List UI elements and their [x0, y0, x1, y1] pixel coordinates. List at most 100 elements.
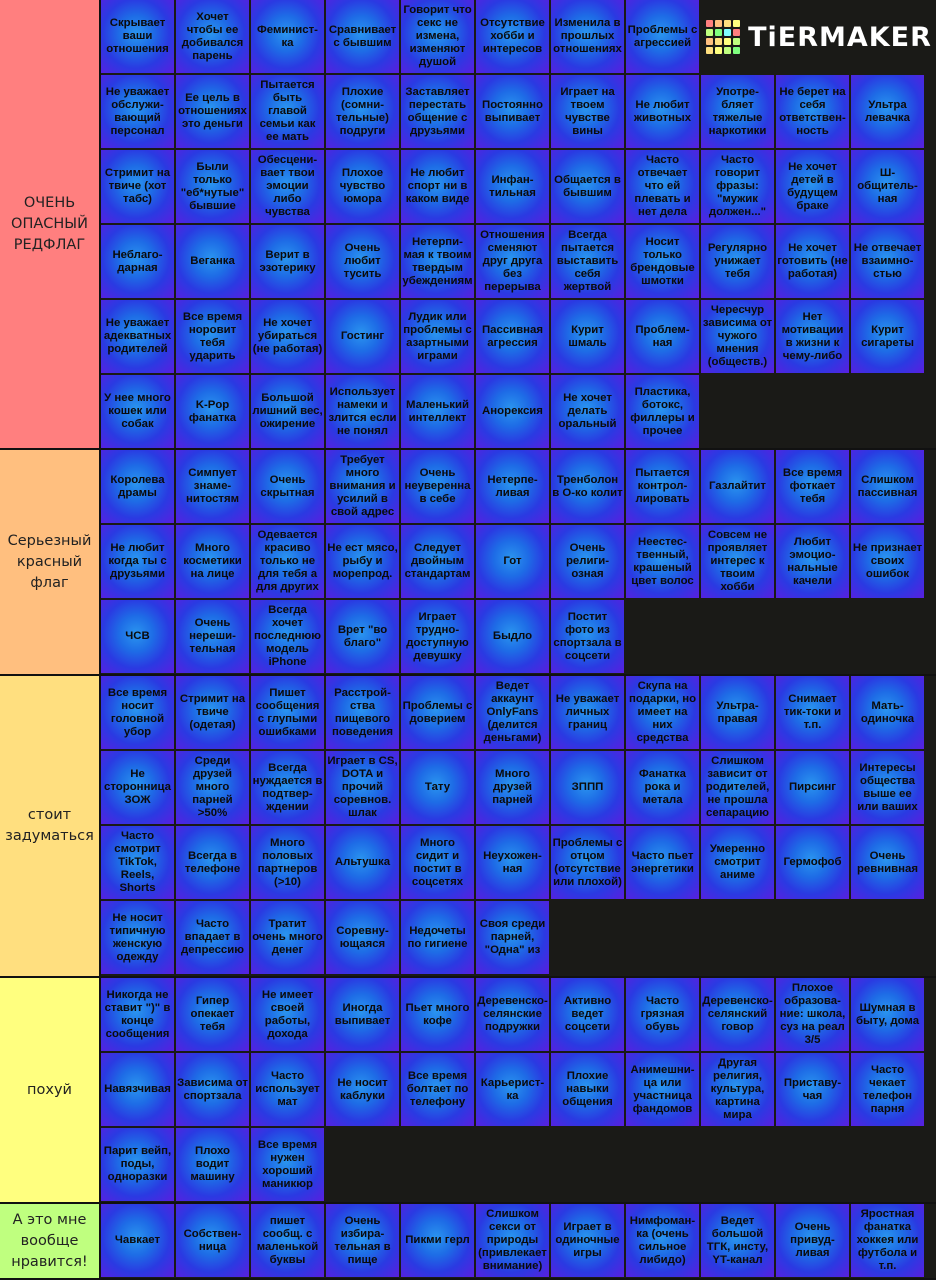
- tier-item[interactable]: Пытается контрол-лировать: [626, 450, 699, 523]
- tier-item[interactable]: Тренболон в О-ко колит: [551, 450, 624, 523]
- tier-item[interactable]: Симпует знаме-нитостям: [176, 450, 249, 523]
- tier-item[interactable]: Очень ревнивная: [851, 826, 924, 899]
- tier-item[interactable]: Хочет чтобы ее добивался парень: [176, 0, 249, 73]
- tier-item[interactable]: Неухожен-ная: [476, 826, 549, 899]
- tier-item[interactable]: Собствен-ница: [176, 1204, 249, 1277]
- tier-item[interactable]: Проблемы с агрессией: [626, 0, 699, 73]
- tier-item[interactable]: Анорексия: [476, 375, 549, 448]
- tier-item[interactable]: Гот: [476, 525, 549, 598]
- tier-item[interactable]: Говорит что секс не измена, изменяют душ…: [401, 0, 474, 73]
- tier-item[interactable]: Пирсинг: [776, 751, 849, 824]
- tier-item[interactable]: Скрывает ваши отношения: [101, 0, 174, 73]
- tier-item[interactable]: Не признает своих ошибок: [851, 525, 924, 598]
- tier-item[interactable]: Не любит животных: [626, 75, 699, 148]
- tier-item[interactable]: Гостинг: [326, 300, 399, 373]
- tier-item[interactable]: Пытается быть главой семьи как ее мать: [251, 75, 324, 148]
- tier-item[interactable]: Все время фоткает тебя: [776, 450, 849, 523]
- tier-item[interactable]: Постоянно выпивает: [476, 75, 549, 148]
- tier-item[interactable]: Стримит на твиче (хот табс): [101, 150, 174, 223]
- tier-item[interactable]: Чересчур зависима от чужого мнения (обще…: [701, 300, 774, 373]
- tier-item[interactable]: Ее цель в отношениях это деньги: [176, 75, 249, 148]
- tier-item[interactable]: Регулярно унижает тебя: [701, 225, 774, 298]
- tier-item[interactable]: Недочеты по гигиене: [401, 901, 474, 974]
- tier-item[interactable]: Требует много внимания и усилий в свой а…: [326, 450, 399, 523]
- tier-item[interactable]: Сравнивает с бывшим: [326, 0, 399, 73]
- tier-item[interactable]: Очень скрытная: [251, 450, 324, 523]
- tier-item[interactable]: Своя среди парней, "Одна" из: [476, 901, 549, 974]
- tier-item[interactable]: Играет в одиночные игры: [551, 1204, 624, 1277]
- tier-item[interactable]: Всегда нуждается в подтвер-ждении: [251, 751, 324, 824]
- tier-item[interactable]: Не хочет детей в будущем браке: [776, 150, 849, 223]
- tier-item[interactable]: Тратит очень много денег: [251, 901, 324, 974]
- tier-item[interactable]: Играет на твоем чувстве вины: [551, 75, 624, 148]
- tier-item[interactable]: Очень нереши-тельная: [176, 600, 249, 673]
- tier-item[interactable]: Играет в CS, DOTA и прочий соревнов. шла…: [326, 751, 399, 824]
- tier-item[interactable]: Употре-бляет тяжелые наркотики: [701, 75, 774, 148]
- tier-item[interactable]: Все время болтает по телефону: [401, 1053, 474, 1126]
- tier-item[interactable]: Не берет на себя ответствен-ность: [776, 75, 849, 148]
- tier-item[interactable]: Лудик или проблемы с азартными играми: [401, 300, 474, 373]
- tier-item[interactable]: Не имеет своей работы, дохода: [251, 978, 324, 1051]
- tier-item[interactable]: Активно ведет соцсети: [551, 978, 624, 1051]
- tier-item[interactable]: Снимает тик-токи и т.п.: [776, 676, 849, 749]
- tier-item[interactable]: Плохое чувство юмора: [326, 150, 399, 223]
- tier-item[interactable]: Часто смотрит TikTok, Reels, Shorts: [101, 826, 174, 899]
- tier-item[interactable]: Отношения сменяют друг друга без перерыв…: [476, 225, 549, 298]
- tier-item[interactable]: Часто отвечает что ей плевать и нет дела: [626, 150, 699, 223]
- tier-item[interactable]: Курит сигареты: [851, 300, 924, 373]
- tier-item[interactable]: Тату: [401, 751, 474, 824]
- tier-item[interactable]: Всегда хочет последнюю модель iPhone: [251, 600, 324, 673]
- tier-item[interactable]: Плохо водит машину: [176, 1128, 249, 1201]
- tier-item[interactable]: Всегда в телефоне: [176, 826, 249, 899]
- tier-item[interactable]: Пикми герл: [401, 1204, 474, 1277]
- tier-item[interactable]: Изменила в прошлых отношениях: [551, 0, 624, 73]
- tier-item[interactable]: Очень избира-тельная в пище: [326, 1204, 399, 1277]
- tier-item[interactable]: Расстрой-ства пищевого поведения: [326, 676, 399, 749]
- tier-item[interactable]: Не любит спорт ни в каком виде: [401, 150, 474, 223]
- tier-item[interactable]: Ведет аккаунт OnlyFans (делится деньгами…: [476, 676, 549, 749]
- tier-item[interactable]: Следует двойным стандартам: [401, 525, 474, 598]
- tier-item[interactable]: У нее много кошек или собак: [101, 375, 174, 448]
- tier-item[interactable]: Нимфоман-ка (очень сильное либидо): [626, 1204, 699, 1277]
- tier-item[interactable]: Проблемы с доверием: [401, 676, 474, 749]
- tier-item[interactable]: Пишет сообщения с глупыми ошибками: [251, 676, 324, 749]
- tier-item[interactable]: Все время носит головной убор: [101, 676, 174, 749]
- tier-item[interactable]: Всегда пытается выставить себя жертвой: [551, 225, 624, 298]
- tier-item[interactable]: Не ест мясо, рыбу и морепрод.: [326, 525, 399, 598]
- tier-item[interactable]: Мать-одиночка: [851, 676, 924, 749]
- tier-item[interactable]: Умеренно смотрит аниме: [701, 826, 774, 899]
- tier-item[interactable]: Носит только брендовые шмотки: [626, 225, 699, 298]
- tier-item[interactable]: Очень неуверенна в себе: [401, 450, 474, 523]
- tier-item[interactable]: Очень любит тусить: [326, 225, 399, 298]
- tier-label[interactable]: Серьезный красный флаг: [0, 450, 101, 674]
- tier-item[interactable]: Чавкает: [101, 1204, 174, 1277]
- tier-item[interactable]: Очень привуд-ливая: [776, 1204, 849, 1277]
- tier-item[interactable]: Другая религия, культура, картина мира: [701, 1053, 774, 1126]
- tier-item[interactable]: Не уважает обслужи-вающий персонал: [101, 75, 174, 148]
- tier-item[interactable]: Феминист-ка: [251, 0, 324, 73]
- tier-item[interactable]: Нетерпе-ливая: [476, 450, 549, 523]
- tier-item[interactable]: Не носит каблуки: [326, 1053, 399, 1126]
- tier-item[interactable]: Королева драмы: [101, 450, 174, 523]
- tier-item[interactable]: Много сидит и постит в соцсетях: [401, 826, 474, 899]
- tier-item[interactable]: Среди друзей много парней >50%: [176, 751, 249, 824]
- tier-item[interactable]: Инфан-тильная: [476, 150, 549, 223]
- tier-item[interactable]: Гипер опекает тебя: [176, 978, 249, 1051]
- tier-item[interactable]: Одевается красиво только не для тебя а д…: [251, 525, 324, 598]
- tier-item[interactable]: Пластика, ботокс, филлеры и прочее: [626, 375, 699, 448]
- tier-item[interactable]: Анимешни-ца или участница фандомов: [626, 1053, 699, 1126]
- tier-item[interactable]: ЗППП: [551, 751, 624, 824]
- tier-item[interactable]: Слишком пассивная: [851, 450, 924, 523]
- tier-item[interactable]: Пьет много кофе: [401, 978, 474, 1051]
- tier-item[interactable]: Слишком зависит от родителей, не прошла …: [701, 751, 774, 824]
- tier-item[interactable]: Нетерпи-мая к твоим твердым убеждениям: [401, 225, 474, 298]
- tier-item[interactable]: Пассивная агрессия: [476, 300, 549, 373]
- tier-item[interactable]: Интересы общества выше ее или ваших: [851, 751, 924, 824]
- tier-item[interactable]: Не любит когда ты с друзьями: [101, 525, 174, 598]
- tier-item[interactable]: Общается в бывшим: [551, 150, 624, 223]
- tier-item[interactable]: Плохие (сомни-тельные) подруги: [326, 75, 399, 148]
- tier-item[interactable]: Проблемы с отцом (отсутствие или плохой): [551, 826, 624, 899]
- tier-item[interactable]: Навязчивая: [101, 1053, 174, 1126]
- tier-item[interactable]: Яростная фанатка хоккея или футбола и т.…: [851, 1204, 924, 1277]
- tier-item[interactable]: Большой лишний вес, ожирение: [251, 375, 324, 448]
